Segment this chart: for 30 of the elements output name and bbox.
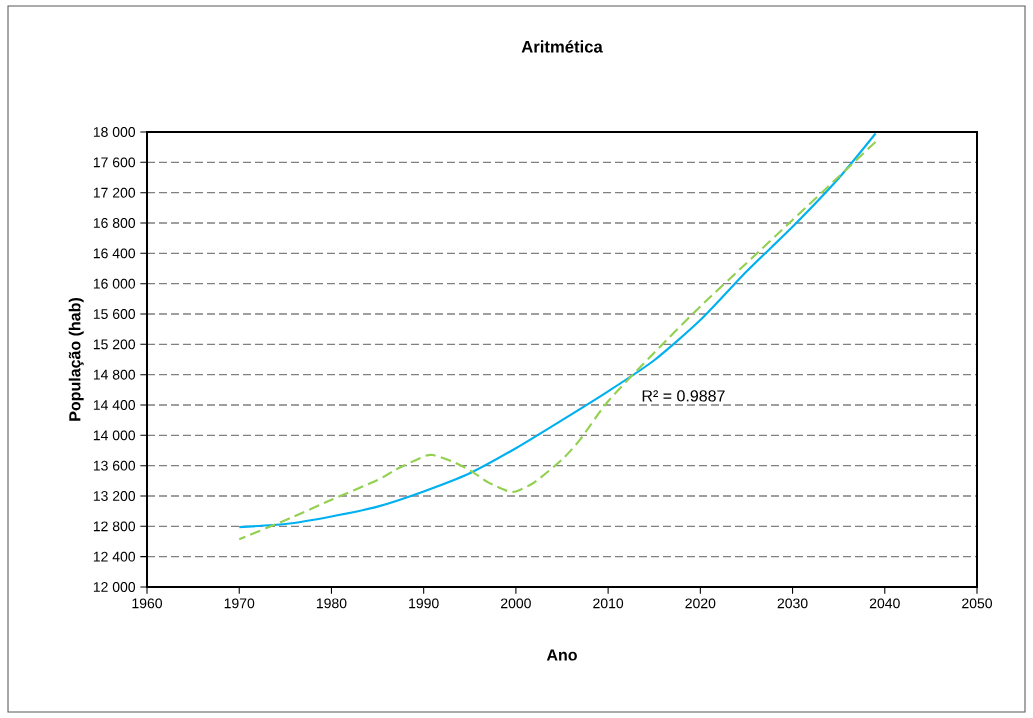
y-tick-label: 17 600	[93, 157, 136, 168]
y-tick-label: 12 400	[93, 551, 136, 562]
y-tick-label: 18 000	[93, 127, 136, 137]
y-tick-label: 13 200	[93, 491, 136, 501]
x-tick-label: 2040	[869, 598, 900, 609]
y-tick-label: 13 600	[93, 460, 136, 471]
y-tick-label: 17 200	[93, 187, 136, 198]
x-tick-label: 1970	[224, 598, 255, 609]
annotation: R² = 0.9887	[642, 390, 725, 402]
y-tick-label: 16 800	[93, 218, 136, 228]
x-axis-title: Ano	[546, 649, 577, 661]
y-tick-label: 14 800	[93, 369, 136, 380]
y-tick-label: 14 000	[93, 430, 136, 441]
chart-title: Aritmética	[521, 40, 603, 53]
y-tick-label: 14 400	[93, 400, 136, 410]
y-tick-label: 15 600	[93, 309, 136, 319]
x-tick-label: 2050	[962, 598, 993, 609]
y-tick-label: 16 400	[93, 248, 136, 259]
x-tick-label: 2010	[593, 598, 624, 609]
x-tick-label: 1980	[316, 598, 347, 609]
x-tick-label: 2030	[777, 598, 808, 609]
x-tick-label: 1960	[132, 598, 163, 609]
x-tick-label: 2020	[685, 598, 716, 609]
x-tick-label: 1990	[409, 598, 439, 609]
y-tick-label: 12 800	[93, 521, 136, 532]
x-tick-label: 2000	[501, 598, 531, 609]
y-tick-label: 12 000	[93, 582, 136, 592]
y-tick-label: 16 000	[93, 278, 136, 289]
y-tick-label: 15 200	[93, 339, 136, 350]
y-axis-title: População (hab)	[68, 298, 84, 421]
